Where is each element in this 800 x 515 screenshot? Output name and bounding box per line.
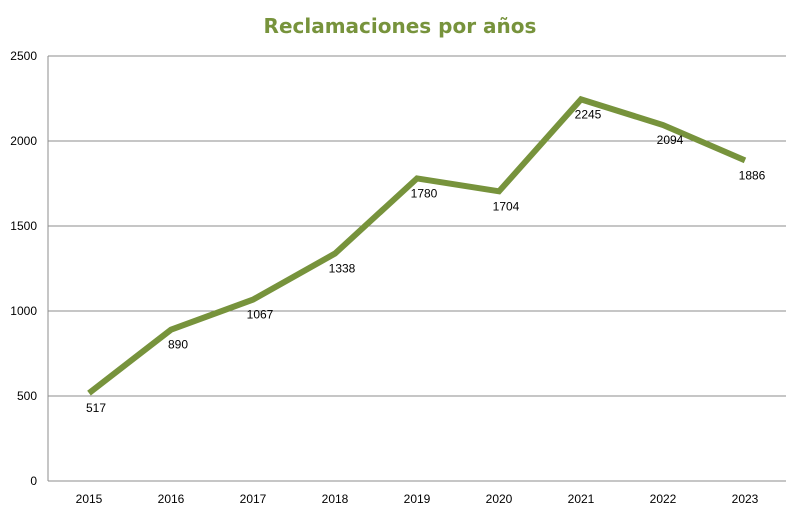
x-tick-label: 2021 xyxy=(568,492,595,506)
x-tick-label: 2015 xyxy=(76,492,103,506)
data-label: 890 xyxy=(168,338,188,352)
x-tick-label: 2018 xyxy=(322,492,349,506)
y-tick-label: 1500 xyxy=(10,219,37,233)
x-tick-label: 2019 xyxy=(404,492,431,506)
chart-title: Reclamaciones por años xyxy=(264,14,537,38)
x-tick-label: 2016 xyxy=(158,492,185,506)
data-label: 1780 xyxy=(411,186,438,200)
data-label: 1338 xyxy=(329,262,356,276)
x-tick-label: 2017 xyxy=(240,492,267,506)
y-tick-label: 1000 xyxy=(10,304,37,318)
y-tick-label: 2000 xyxy=(10,134,37,148)
data-label: 1067 xyxy=(247,308,274,322)
y-tick-label: 2500 xyxy=(10,49,37,63)
x-tick-label: 2020 xyxy=(486,492,513,506)
data-label: 1704 xyxy=(493,199,520,213)
x-tick-label: 2022 xyxy=(650,492,677,506)
data-label: 1886 xyxy=(739,168,766,182)
data-label: 517 xyxy=(86,401,106,415)
y-tick-label: 500 xyxy=(17,389,37,403)
data-label: 2245 xyxy=(575,107,602,121)
x-tick-label: 2023 xyxy=(732,492,759,506)
series-line xyxy=(87,95,747,396)
data-label: 2094 xyxy=(657,133,684,147)
y-tick-label: 0 xyxy=(30,474,37,488)
